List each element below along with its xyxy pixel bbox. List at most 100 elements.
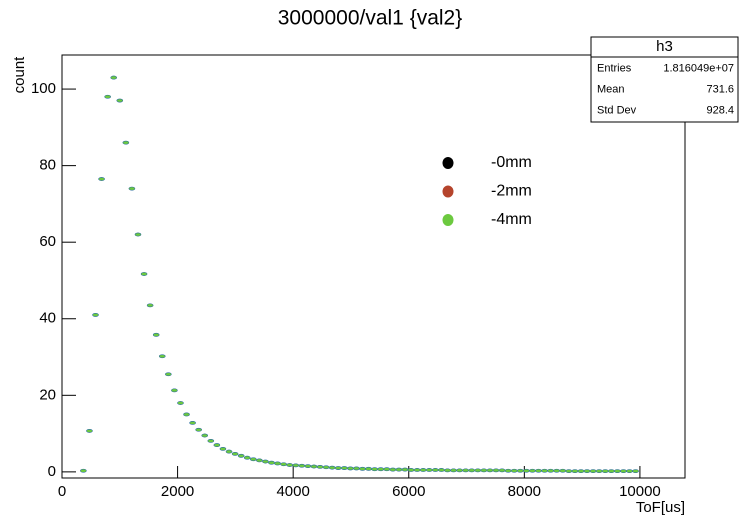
data-point <box>608 469 615 474</box>
data-point <box>425 468 433 472</box>
x-tick-label: 4000 <box>276 483 309 500</box>
data-point <box>547 468 554 473</box>
x-tick-label: 6000 <box>392 483 425 500</box>
data-point <box>165 372 172 377</box>
data-point <box>128 186 136 191</box>
data-point <box>401 467 409 472</box>
data-point <box>595 469 603 474</box>
data-point <box>177 401 184 405</box>
data-point <box>553 468 561 473</box>
data-point <box>195 427 202 432</box>
data-point <box>183 412 190 417</box>
stats-value: 1.816049e+07 <box>663 62 734 74</box>
x-tick-label: 2000 <box>161 483 194 500</box>
legend-label: -0mm <box>491 154 532 171</box>
data-point <box>432 468 439 472</box>
data-point <box>328 465 336 470</box>
stats-value: 928.4 <box>706 104 734 116</box>
data-point <box>286 463 294 467</box>
data-point <box>462 468 469 473</box>
legend-marker <box>442 185 454 198</box>
data-point <box>444 468 451 473</box>
data-point <box>158 354 166 359</box>
data-point <box>146 303 154 308</box>
data-point <box>541 468 548 473</box>
data-point <box>583 469 591 474</box>
data-point <box>559 468 567 473</box>
data-point <box>207 438 215 443</box>
data-point <box>219 447 227 451</box>
legend-marker <box>442 214 454 226</box>
data-point <box>523 468 530 473</box>
x-tick-label: 0 <box>58 483 66 500</box>
chart-title: 3000000/val1 {val2} <box>278 7 463 30</box>
x-axis-label: ToF[us] <box>636 499 685 516</box>
data-point <box>189 420 196 425</box>
stats-box <box>590 36 739 123</box>
data-point <box>486 468 494 473</box>
data-point <box>334 466 342 470</box>
y-tick-label: 0 <box>48 463 56 480</box>
data-point <box>383 467 391 472</box>
data-point <box>110 75 118 80</box>
data-point <box>504 468 512 473</box>
data-point <box>280 462 287 467</box>
data-point <box>98 177 105 181</box>
data-point <box>419 468 427 472</box>
data-point <box>614 469 621 474</box>
data-point <box>80 468 87 473</box>
data-point <box>134 232 142 237</box>
data-point <box>304 464 312 469</box>
data-point <box>601 469 609 474</box>
data-point <box>116 98 124 103</box>
data-point <box>492 468 500 473</box>
x-tick-label: 10000 <box>619 483 661 500</box>
plot-frame <box>61 54 686 479</box>
data-point <box>249 457 257 462</box>
data-point <box>92 313 99 317</box>
y-tick-label: 60 <box>39 233 56 250</box>
data-point <box>268 460 275 465</box>
data-point <box>140 272 148 276</box>
data-point <box>535 468 542 473</box>
data-point <box>152 332 160 337</box>
data-point <box>243 455 251 460</box>
data-point <box>565 469 573 474</box>
data-point <box>353 466 360 471</box>
data-point <box>359 466 366 471</box>
data-point <box>201 433 209 438</box>
data-point <box>371 467 378 472</box>
data-point <box>377 467 385 472</box>
y-tick-label: 40 <box>39 310 56 327</box>
y-axis-label: count <box>11 56 28 94</box>
stats-key: Mean <box>597 83 625 95</box>
data-point <box>225 449 233 454</box>
data-point <box>256 458 263 463</box>
data-point <box>480 468 488 473</box>
stats-key: Std Dev <box>597 104 637 116</box>
data-point <box>231 451 239 456</box>
data-point <box>632 469 639 474</box>
data-point <box>171 388 178 393</box>
data-point <box>86 429 93 433</box>
stats-key: Entries <box>597 62 632 74</box>
data-point <box>407 468 415 472</box>
legend-label: -2mm <box>491 183 532 200</box>
data-point <box>620 469 627 474</box>
stats-value: 731.6 <box>706 83 734 95</box>
data-point <box>498 468 506 473</box>
legend-marker <box>442 157 454 169</box>
data-point <box>438 468 445 472</box>
data-point <box>450 468 457 473</box>
data-point <box>365 466 372 471</box>
data-point <box>322 465 330 470</box>
x-tick-label: 8000 <box>508 483 541 500</box>
data-point <box>347 466 354 471</box>
data-point <box>626 469 633 474</box>
data-point <box>510 468 518 473</box>
data-point <box>589 469 597 474</box>
data-point <box>310 464 318 469</box>
legend-label: -4mm <box>491 211 532 228</box>
